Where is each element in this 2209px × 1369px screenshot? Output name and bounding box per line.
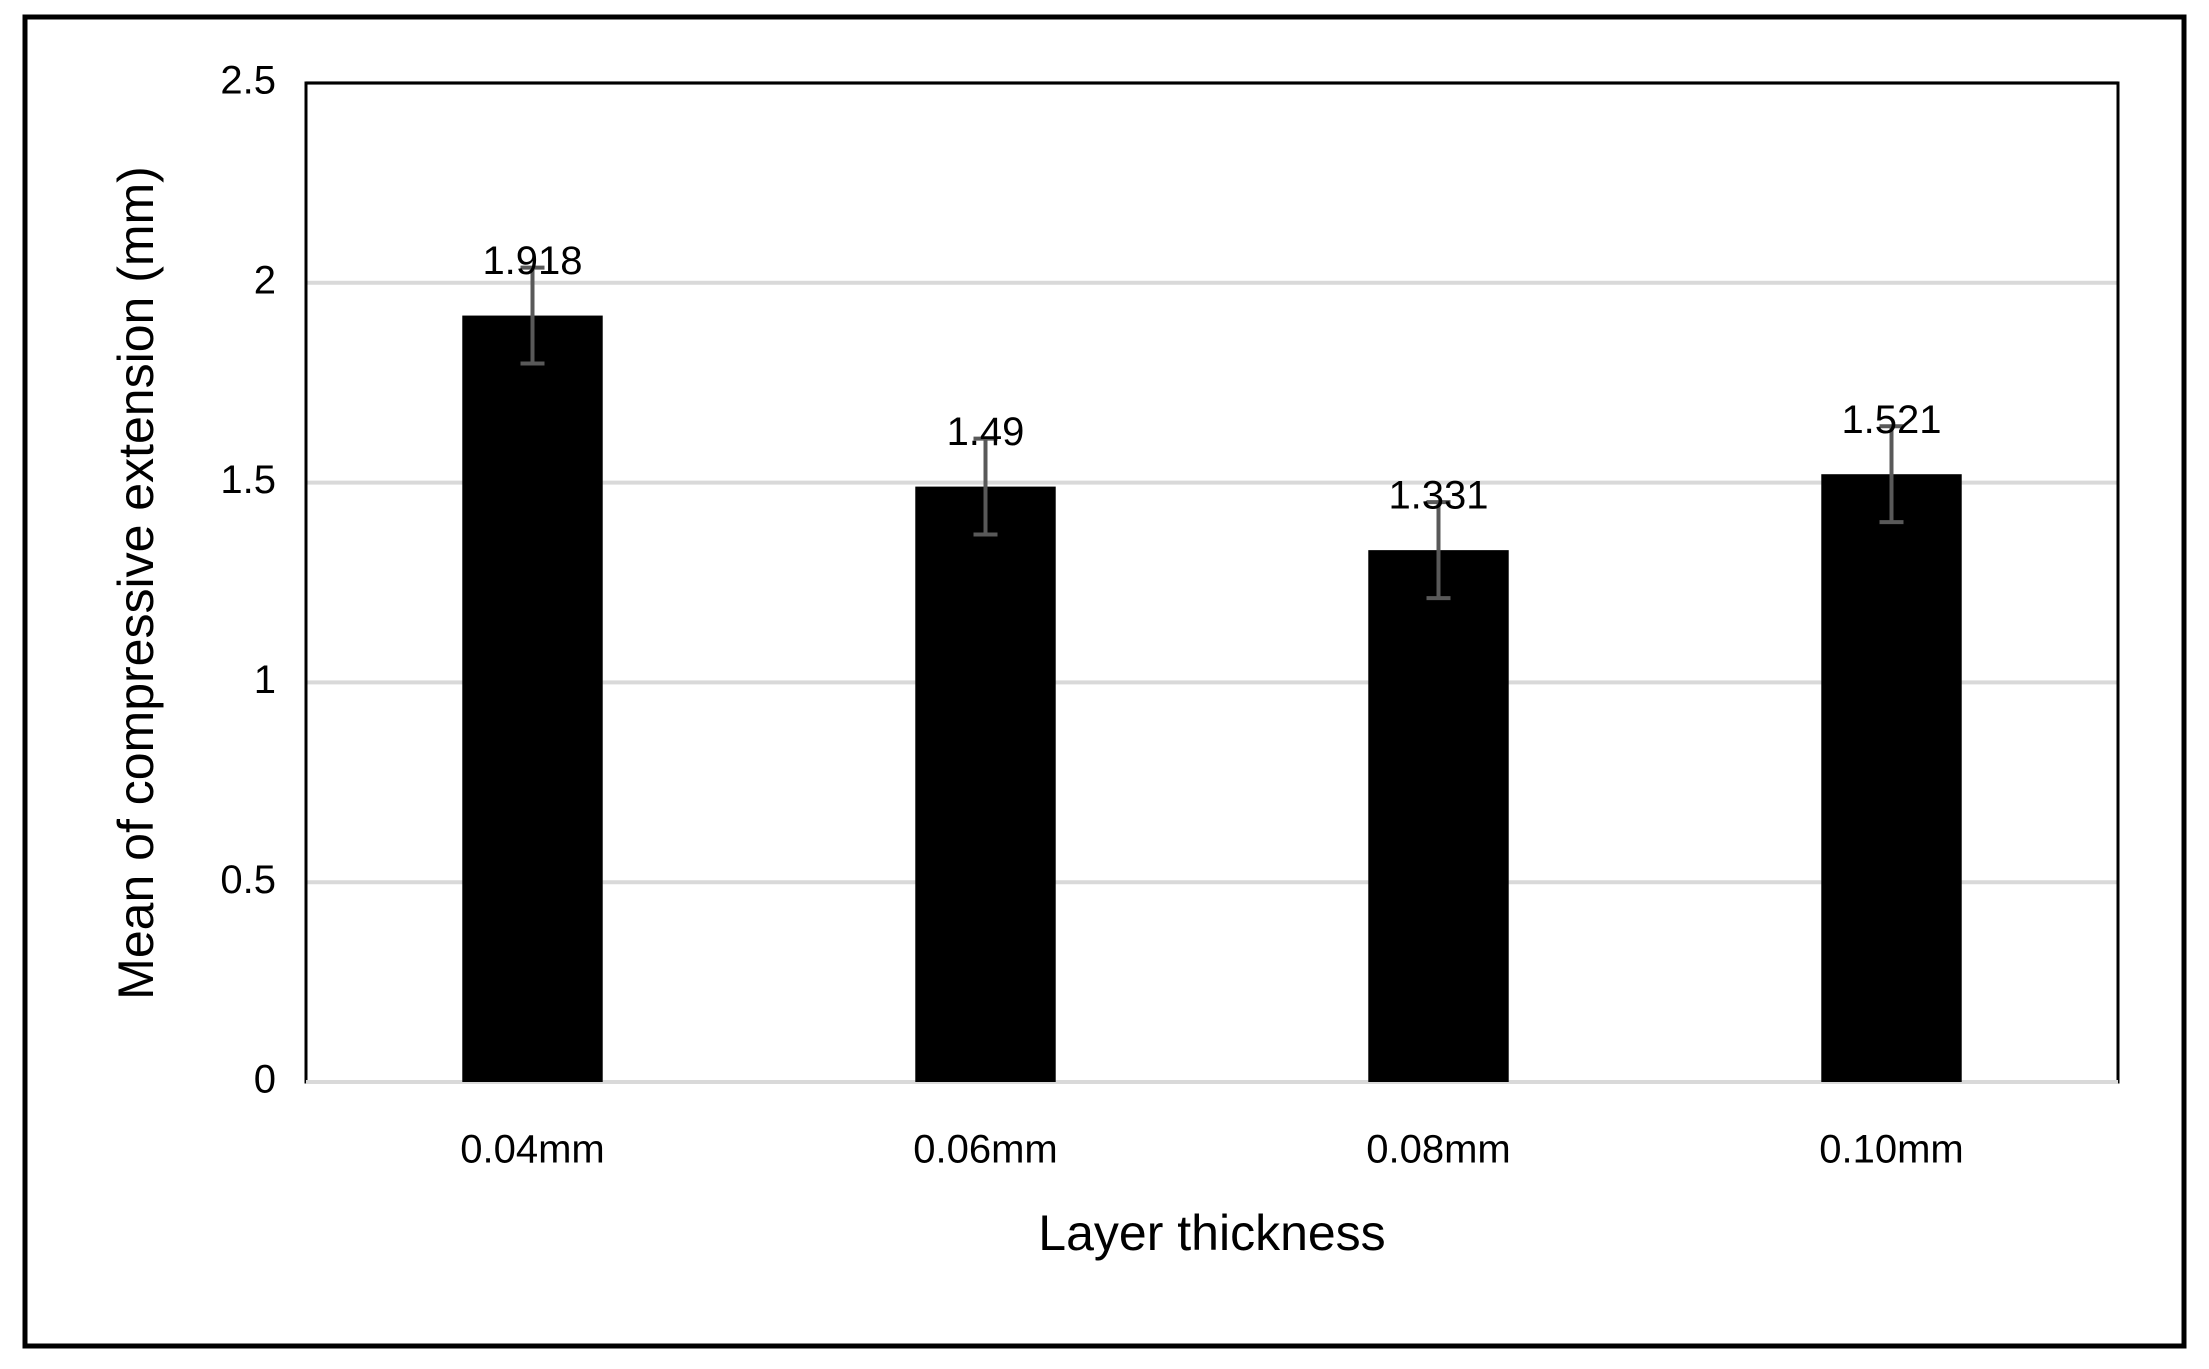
- data-label: 1.918: [482, 239, 582, 283]
- x-tick-label: 0.06mm: [913, 1128, 1058, 1172]
- y-tick-label: 0: [254, 1058, 276, 1102]
- x-tick-label: 0.08mm: [1366, 1128, 1511, 1172]
- data-label: 1.521: [1841, 398, 1941, 442]
- data-label: 1.331: [1388, 474, 1488, 518]
- y-tick-label: 1: [254, 658, 276, 702]
- y-tick-label: 0.5: [220, 858, 276, 902]
- y-tick-label: 2.5: [220, 59, 276, 103]
- x-tick-label: 0.10mm: [1819, 1128, 1964, 1172]
- error-bar: [520, 265, 545, 366]
- y-tick-label: 1.5: [220, 458, 276, 502]
- x-axis-title: Layer thickness: [1038, 1205, 1385, 1261]
- bar: [462, 315, 603, 1082]
- x-tick-label: 0.04mm: [460, 1128, 605, 1172]
- error-bar: [973, 436, 998, 537]
- error-bar: [1879, 424, 1904, 525]
- bar: [1368, 550, 1509, 1082]
- bar: [915, 486, 1056, 1082]
- data-label: 1.49: [947, 410, 1025, 454]
- bar: [1821, 474, 1962, 1083]
- error-bar: [1426, 500, 1451, 601]
- y-axis-title: Mean of compressive extension (mm): [108, 166, 164, 1000]
- y-tick-label: 2: [254, 258, 276, 302]
